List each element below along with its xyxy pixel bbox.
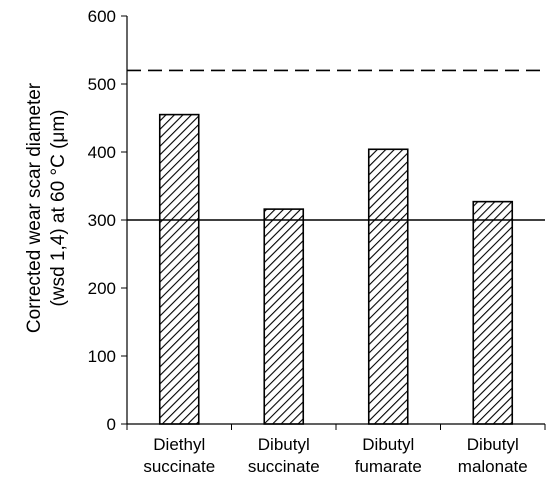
axes (126, 16, 546, 430)
y-tick-label: 400 (88, 143, 116, 162)
x-category-label-line: succinate (143, 457, 215, 476)
bars (158, 113, 514, 425)
x-category-label-line: Dibutyl (258, 435, 310, 454)
bar (367, 148, 409, 425)
x-category-label-line: succinate (248, 457, 320, 476)
x-category-label: Dibutyl succinate (248, 435, 320, 476)
y-axis-title-line: (wsd 1,4) at 60 °C (μm) (48, 110, 69, 307)
bar (263, 208, 305, 425)
x-category-label: Dibutyl fumarate (355, 435, 422, 476)
x-category-label: Diethyl succinate (143, 435, 215, 476)
y-tick-label: 600 (88, 7, 116, 26)
x-category-label-line: malonate (458, 457, 528, 476)
x-category-label-line: Diethyl (153, 435, 205, 454)
y-tick-label: 300 (88, 211, 116, 230)
y-axis-title: Corrected wear scar diameter (wsd 1,4) at… (24, 82, 69, 333)
y-tick-label: 500 (88, 75, 116, 94)
y-axis-ticks: 0 100 200 300 400 500 600 (88, 7, 127, 434)
y-axis-title-line: Corrected wear scar diameter (24, 82, 45, 333)
bar (158, 113, 200, 425)
x-axis-labels: Diethyl succinate Dibutyl succinate Dibutyl f… (143, 435, 527, 476)
x-category-label-line: Dibutyl (467, 435, 519, 454)
reference-lines (127, 69, 545, 221)
y-tick-label: 100 (88, 347, 116, 366)
x-category-label-line: Dibutyl (362, 435, 414, 454)
x-category-label: Dibutyl malonate (458, 435, 528, 476)
y-tick-label: 0 (107, 415, 116, 434)
x-category-label-line: fumarate (355, 457, 422, 476)
bar (472, 200, 514, 425)
y-tick-label: 200 (88, 279, 116, 298)
